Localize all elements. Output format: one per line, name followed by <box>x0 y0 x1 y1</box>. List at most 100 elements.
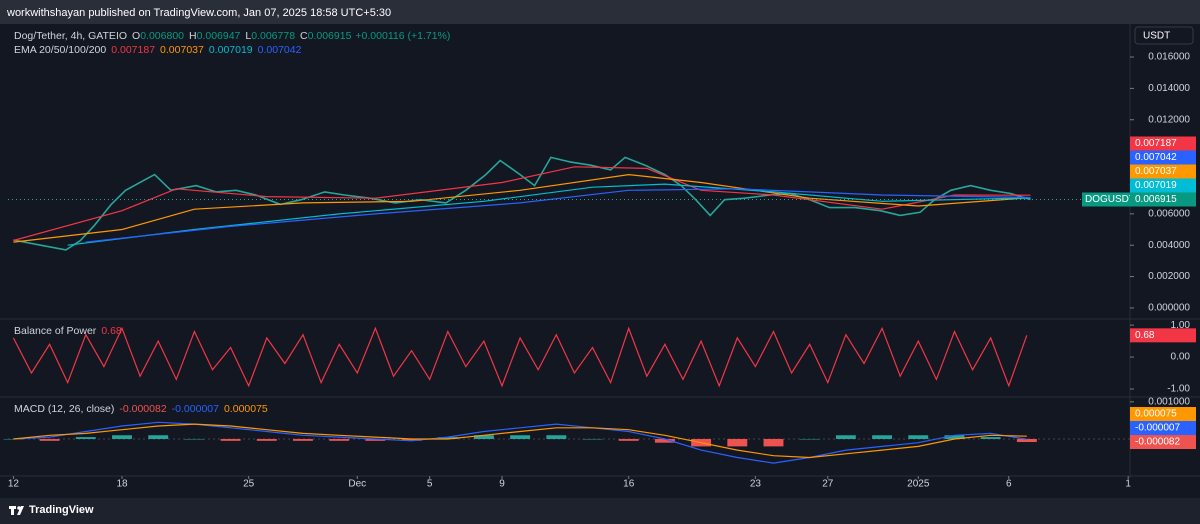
histogram-bar <box>546 435 567 439</box>
histogram-bar <box>39 438 60 441</box>
x-tick-label: 1 <box>1125 479 1131 490</box>
legend-ema-value: 0.007187 <box>111 44 155 56</box>
legend-symbol: Dog/Tether, 4h, GATEIO <box>14 30 127 42</box>
value-box <box>1130 328 1196 343</box>
series-line <box>13 421 1027 464</box>
series-line <box>12 326 1028 388</box>
pane-legend-value: -0.000007 <box>172 403 219 415</box>
histogram-bar <box>582 438 603 440</box>
histogram-bar <box>220 438 241 441</box>
y-tick-label: 0.002000 <box>1148 271 1190 282</box>
histogram-bar <box>329 438 350 441</box>
ohlc-label: C <box>300 30 308 42</box>
value-box <box>1130 150 1196 165</box>
histogram-bar <box>401 438 422 441</box>
value-box <box>1130 136 1196 151</box>
series-line <box>67 183 1031 246</box>
histogram-bar <box>365 438 386 441</box>
histogram-bar <box>75 437 96 439</box>
legend-ema-value: 0.007042 <box>258 44 302 56</box>
ohlc-label: H <box>189 30 197 42</box>
pane-legend: Balance of Power 0.68 <box>14 325 122 337</box>
value-box <box>1130 192 1196 207</box>
y-tick-label: 1.00 <box>1171 320 1191 331</box>
ticker-box <box>1082 192 1130 207</box>
value-box <box>1130 407 1196 422</box>
legend-ema-value: 0.007037 <box>160 44 204 56</box>
x-tick-label: 6 <box>1006 479 1012 490</box>
y-tick-label: -1.00 <box>1167 384 1190 395</box>
footer-bar <box>0 498 1200 524</box>
brand-logo <box>9 506 24 515</box>
x-tick-label: 2025 <box>907 479 930 490</box>
histogram-bar <box>293 438 313 441</box>
x-tick-label: Dec <box>348 479 366 490</box>
legend-ema-value: 0.007019 <box>209 44 253 56</box>
value-box-label: 0.007019 <box>1135 180 1177 191</box>
histogram-bar <box>727 438 748 447</box>
histogram-bar <box>112 435 132 439</box>
ticker-label: DOGUSDT <box>1085 194 1135 205</box>
histogram-bar <box>799 438 820 440</box>
value-box-label: -0.000007 <box>1135 423 1180 434</box>
histogram-bar <box>256 438 277 441</box>
histogram-bar <box>618 438 639 441</box>
value-box <box>1130 435 1196 450</box>
value-box-label: 0.000075 <box>1135 409 1177 420</box>
histogram-bar <box>184 438 205 440</box>
pane-legend-value: 0.000075 <box>224 403 268 415</box>
x-tick-label: 16 <box>623 479 635 490</box>
x-tick-label: 23 <box>750 479 762 490</box>
value-box <box>1130 178 1196 193</box>
series-line <box>13 173 1031 243</box>
y-tick-label: 0.001000 <box>1148 396 1190 407</box>
legend-ema-line: EMA 20/50/100/200 0.007187 0.007037 0.00701… <box>14 44 302 56</box>
histogram-bar <box>872 435 893 439</box>
histogram-bar <box>835 435 856 439</box>
pane-legend-value: -0.000082 <box>119 403 166 415</box>
histogram-bar <box>908 435 929 439</box>
pane-title: Balance of Power <box>14 325 97 337</box>
ohlc-change: +0.000116 (+1.71%) <box>355 30 450 42</box>
x-tick-label: 5 <box>427 479 433 490</box>
header-text: workwithshayan published on TradingView.… <box>6 7 391 19</box>
series-line <box>13 423 1027 459</box>
series-line <box>13 166 1031 242</box>
y-tick-label: 0.000000 <box>1148 303 1190 314</box>
histogram-bar <box>1016 438 1037 443</box>
histogram-bar <box>510 435 531 439</box>
histogram-bar <box>980 437 1001 439</box>
series-line <box>13 156 1031 251</box>
value-box <box>1130 421 1196 436</box>
histogram-bar <box>944 435 965 439</box>
currency-box <box>1134 26 1194 45</box>
x-tick-label: 9 <box>499 479 505 490</box>
header-bar <box>0 0 1200 24</box>
brand-name: TradingView <box>29 504 94 516</box>
legend-ema-title: EMA 20/50/100/200 <box>14 44 106 56</box>
chart-bg <box>0 24 1200 500</box>
y-tick-label: 0.006000 <box>1148 208 1190 219</box>
x-tick-label: 18 <box>116 479 128 490</box>
y-tick-label: 0.004000 <box>1148 240 1190 251</box>
value-box-label: -0.000082 <box>1135 437 1180 448</box>
y-tick-label: 0.012000 <box>1148 114 1190 125</box>
histogram-bar <box>148 435 169 439</box>
x-tick-label: 25 <box>243 479 255 490</box>
pane-title: MACD (12, 26, close) <box>14 403 114 415</box>
series-line <box>85 188 1031 243</box>
currency: USDT <box>1143 31 1170 42</box>
value-box-label: 0.007042 <box>1135 152 1177 163</box>
histogram-bar <box>437 437 458 439</box>
value-box-label: 0.006915 <box>1135 194 1177 205</box>
pane-legend-value: 0.68 <box>101 325 122 337</box>
histogram-bar <box>763 438 784 447</box>
ohlc-label: L <box>245 30 251 42</box>
y-tick-label: 0.014000 <box>1148 83 1190 94</box>
ohlc-label: O <box>132 30 140 42</box>
histogram-bar <box>473 435 494 439</box>
ohlc-value: 0.006778 <box>251 30 295 42</box>
ohlc-value: 0.006947 <box>197 30 241 42</box>
